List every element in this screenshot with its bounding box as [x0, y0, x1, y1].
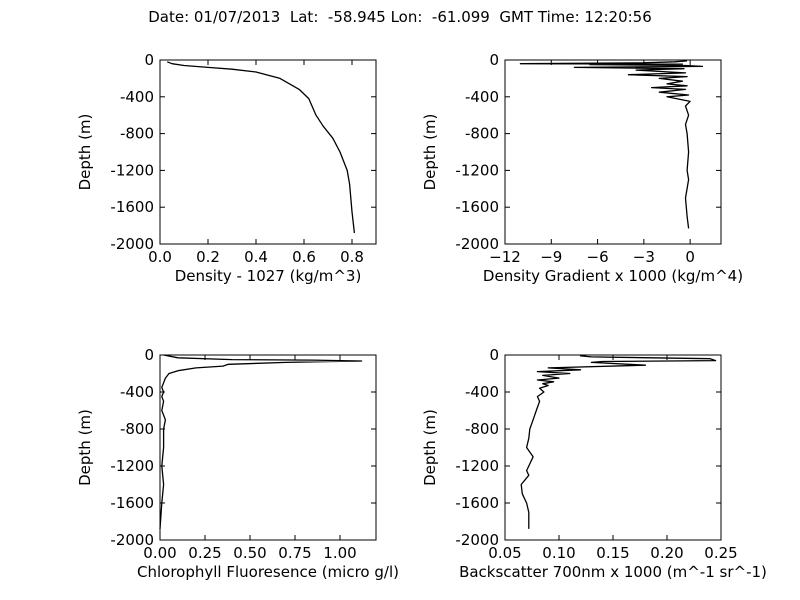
y-tick-label: -800 [120, 125, 154, 143]
x-tick-label: 0.10 [542, 544, 575, 562]
x-tick-label: 0.8 [340, 248, 364, 266]
y-tick-label: -400 [120, 88, 154, 106]
x-axis-label: Density Gradient x 1000 (kg/m^4) [483, 267, 743, 285]
y-tick-label: -1600 [455, 494, 499, 512]
x-axis-label: Chlorophyll Fluoresence (micro g/l) [137, 563, 399, 581]
figure-title: Date: 01/07/2013 Lat: -58.945 Lon: -61.0… [148, 8, 652, 26]
x-tick-label: 0.25 [704, 544, 737, 562]
y-axis-label: Depth (m) [76, 409, 94, 486]
subplot-2: −12 −9 −6 −3 0 0 -400 -800 -1200 -1600 -2000 Densit… [421, 51, 743, 285]
plot-frame [504, 354, 722, 541]
subplot-4: 0.05 0.10 0.15 0.20 0.25 0 -400 -800 -1200 -1600 -… [421, 346, 767, 581]
y-tick-label: 0 [144, 346, 154, 364]
y-tick-label: -1200 [455, 161, 499, 179]
y-tick-label: -2000 [110, 235, 154, 253]
series-line-1 [166, 61, 356, 234]
x-tick-label: 0.0 [148, 248, 172, 266]
x-tick-label: 0.6 [292, 248, 316, 266]
x-tick-label: 0.50 [233, 544, 266, 562]
x-tick-label: −9 [540, 248, 562, 266]
y-tick-label: -1600 [110, 494, 154, 512]
y-axis-label: Depth (m) [421, 114, 439, 191]
x-tick-label: 0.15 [596, 544, 629, 562]
y-tick-label: 0 [144, 51, 154, 69]
y-tick-label: -2000 [455, 531, 499, 549]
subplot-1: 0.0 0.2 0.4 0.6 0.8 0 -400 -800 -1200 -1600 -2000 D… [76, 51, 377, 285]
y-tick-label: -400 [465, 88, 499, 106]
series-line-1 [519, 60, 704, 229]
x-tick-label: −6 [587, 248, 609, 266]
y-axis-label: Depth (m) [76, 114, 94, 191]
x-tick-label: 0.20 [650, 544, 683, 562]
y-tick-label: -800 [120, 420, 154, 438]
y-tick-label: -1600 [110, 198, 154, 216]
x-tick-label: 0 [685, 248, 695, 266]
y-tick-label: -800 [465, 420, 499, 438]
x-axis-label: Backscatter 700nm x 1000 (m^-1 sr^-1) [459, 563, 767, 581]
subplot-3: 0.00 0.25 0.50 0.75 1.00 0 -400 -800 -1200 -1600 -… [76, 346, 399, 581]
y-tick-label: -2000 [455, 235, 499, 253]
plot-frame [159, 59, 377, 245]
x-axis-label: Density - 1027 (kg/m^3) [175, 267, 362, 285]
x-tick-label: −12 [489, 248, 521, 266]
x-tick-label: 0.75 [278, 544, 311, 562]
y-axis-label: Depth (m) [421, 409, 439, 486]
x-tick-label: 0.4 [244, 248, 268, 266]
x-tick-label: 0.2 [196, 248, 220, 266]
y-tick-label: -400 [465, 383, 499, 401]
x-tick-label: −3 [633, 248, 655, 266]
series-line-1 [520, 354, 717, 529]
plot-frame [159, 354, 377, 541]
y-tick-label: 0 [489, 346, 499, 364]
y-tick-label: -1200 [110, 161, 154, 179]
y-tick-label: -400 [120, 383, 154, 401]
plot-frame [504, 59, 722, 245]
y-tick-label: -2000 [110, 531, 154, 549]
series-line-1 [159, 354, 363, 529]
x-tick-label: 0.05 [488, 544, 521, 562]
y-tick-label: 0 [489, 51, 499, 69]
y-tick-label: -1200 [110, 457, 154, 475]
y-tick-label: -1200 [455, 457, 499, 475]
y-tick-label: -1600 [455, 198, 499, 216]
x-tick-label: 1.00 [323, 544, 356, 562]
x-tick-label: 0.00 [143, 544, 176, 562]
x-tick-label: 0.25 [188, 544, 221, 562]
y-tick-label: -800 [465, 125, 499, 143]
